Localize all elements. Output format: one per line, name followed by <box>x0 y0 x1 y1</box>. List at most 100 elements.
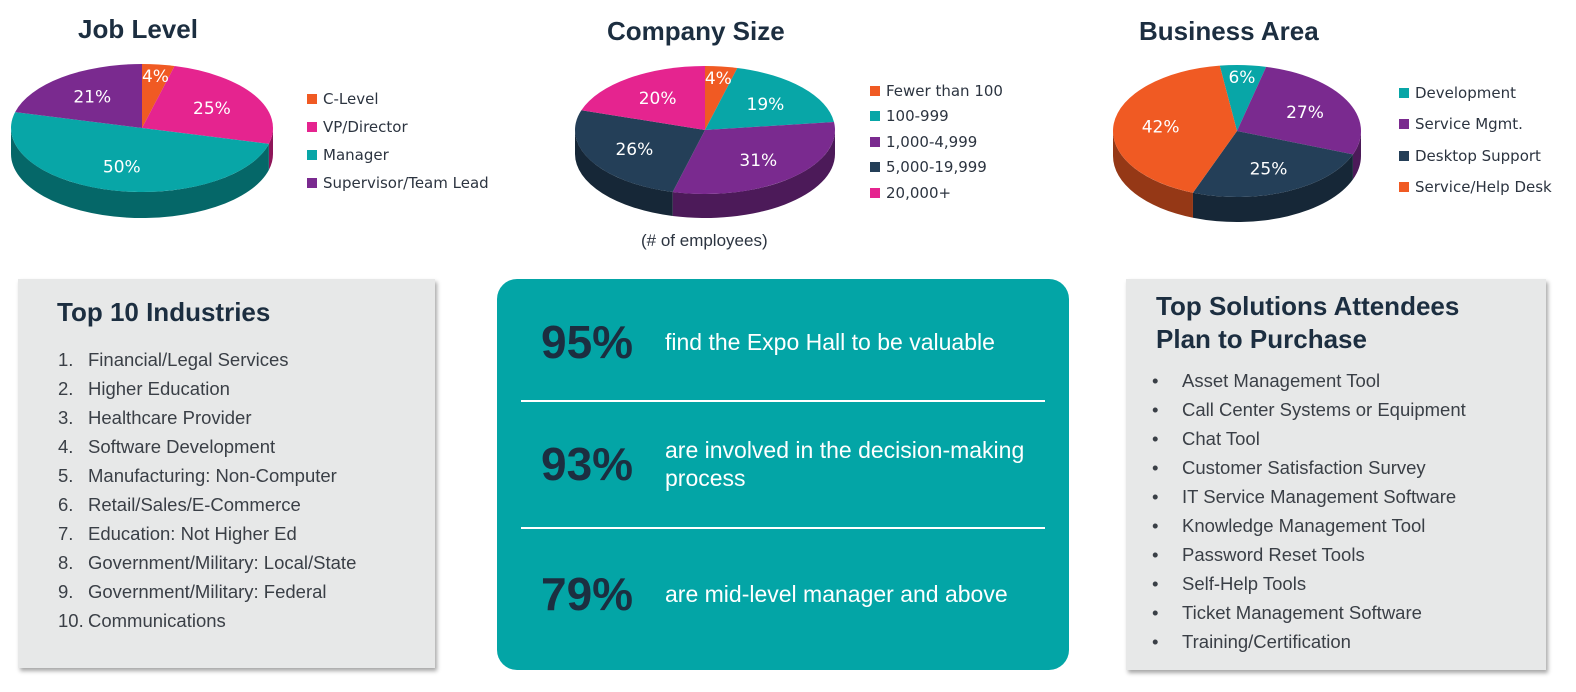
legend-label: Development <box>1415 83 1516 102</box>
legend-label: Supervisor/Team Lead <box>323 174 489 192</box>
pie-label-100-999: 19% <box>747 95 785 115</box>
legend-label: Service/Help Desk <box>1415 178 1552 197</box>
legend-item: 100-999 <box>870 104 1003 130</box>
list-item: 2. Higher Education <box>58 378 230 399</box>
pie-label-vp-director: 25% <box>193 99 231 119</box>
stat-text: are mid-level manager and above <box>665 581 1008 607</box>
stat-value: 93% <box>541 438 634 490</box>
legend-swatch <box>1399 87 1409 98</box>
stat-row: 93% are involved in the decision-making … <box>497 429 1069 499</box>
industries-panel: Top 10 Industries 1. Financial/Legal Serv… <box>18 279 435 668</box>
legend-swatch <box>307 150 317 160</box>
legend-item: 20,000+ <box>870 180 1003 206</box>
stat-value: 79% <box>541 568 634 620</box>
pie-slice-service-mgmt <box>1237 66 1361 155</box>
stat-text: find the Expo Hall to be valuable <box>665 329 995 355</box>
pie-slice-desktop-support <box>1192 131 1353 197</box>
legend-swatch <box>870 85 880 96</box>
pie-label-supervisor-team-lead: 21% <box>73 88 111 108</box>
legend-label: 20,000+ <box>886 183 952 202</box>
legend-swatch <box>870 136 880 147</box>
pie-slice-service-help-desk <box>1113 65 1237 193</box>
stat-value: 95% <box>541 316 634 368</box>
pie-slice-manager <box>10 112 269 192</box>
legend-label: Manager <box>323 146 389 164</box>
list-item: 5. Manufacturing: Non-Computer <box>58 465 337 486</box>
pie-slice-fewer-than-100 <box>705 66 738 130</box>
pie-label-20-000: 20% <box>639 89 677 109</box>
list-item: • IT Service Management Software <box>1152 486 1457 507</box>
list-item: • Customer Satisfaction Survey <box>1152 457 1426 478</box>
list-item: 7. Education: Not Higher Ed <box>58 523 297 544</box>
legend-item: Manager <box>307 141 489 169</box>
job-level-legend: C-Level VP/Director Manager Supervisor/Team… <box>307 85 489 197</box>
pie-side-desktop-support <box>1192 154 1353 222</box>
stat-divider <box>521 400 1045 402</box>
list-item: 10. Communications <box>58 610 226 631</box>
industries-list: 1. Financial/Legal Services 2. Higher Educ… <box>58 345 356 635</box>
job-level-pie: 4% 25% 50% 21% <box>10 64 273 219</box>
legend-label: 1,000-4,999 <box>886 132 978 151</box>
list-item: • Knowledge Management Tool <box>1152 515 1426 536</box>
legend-item: Supervisor/Team Lead <box>307 169 489 197</box>
legend-label: Fewer than 100 <box>886 81 1003 100</box>
list-item: 3. Healthcare Provider <box>58 407 252 428</box>
list-item: 9. Government/Military: Federal <box>58 581 327 602</box>
legend-swatch <box>307 94 317 104</box>
pie-side-1-000-4-999 <box>672 130 835 218</box>
pie-label-desktop-support: 25% <box>1250 159 1288 179</box>
industries-title: Top 10 Industries <box>57 297 271 327</box>
pie-label-service-help-desk: 42% <box>1142 117 1180 137</box>
solutions-list: • Asset Management Tool • Call Center Syst… <box>1152 366 1466 656</box>
legend-item: Desktop Support <box>1399 140 1552 172</box>
company-size-footnote: (# of employees) <box>641 231 768 250</box>
list-item: • Call Center Systems or Equipment <box>1152 399 1466 420</box>
pie-label-1-000-4-999: 31% <box>739 151 777 171</box>
pie-slice-development <box>1219 65 1267 131</box>
list-item: • Self-Help Tools <box>1152 573 1307 594</box>
legend-swatch <box>307 178 317 188</box>
legend-item: Development <box>1399 77 1552 109</box>
pie-slice-1-000-4-999 <box>672 121 836 195</box>
legend-item: VP/Director <box>307 113 489 141</box>
list-item: 8. Government/Military: Local/State <box>58 552 357 573</box>
pie-slice-5-000-19-999 <box>575 110 705 192</box>
job-level-title: Job Level <box>78 14 198 44</box>
pie-label-fewer-than-100: 4% <box>705 69 732 89</box>
legend-swatch <box>1399 150 1409 161</box>
pie-slice-20-000 <box>581 66 705 130</box>
pie-side-manager <box>11 128 269 219</box>
pie-slice-c-level <box>142 64 175 128</box>
legend-label: Service Mgmt. <box>1415 115 1523 134</box>
legend-label: Desktop Support <box>1415 146 1541 165</box>
business-area-title: Business Area <box>1139 16 1319 46</box>
pie-side-vp-director <box>268 128 273 170</box>
business-area-pie: 6% 27% 25% 42% <box>1113 65 1361 222</box>
legend-swatch <box>870 162 880 173</box>
legend-item: 5,000-19,999 <box>870 155 1003 181</box>
stat-row: 79% are mid-level manager and above <box>497 559 1069 629</box>
list-item: • Training/Certification <box>1152 631 1351 652</box>
company-size-legend: Fewer than 100 100-999 1,000-4,999 5,000-19… <box>870 78 1003 206</box>
pie-label-service-mgmt: 27% <box>1286 103 1324 123</box>
stat-text: are involved in the decision-making proc… <box>665 437 1025 491</box>
legend-item: 1,000-4,999 <box>870 129 1003 155</box>
list-item: 4. Software Development <box>58 436 276 457</box>
stat-row: 95% find the Expo Hall to be valuable <box>497 307 1069 377</box>
pie-label-5-000-19-999: 26% <box>615 140 653 160</box>
pie-label-manager: 50% <box>103 157 141 177</box>
legend-label: VP/Director <box>323 118 408 136</box>
legend-label: C-Level <box>323 90 379 108</box>
pie-label-c-level: 4% <box>142 67 169 87</box>
company-size-title: Company Size <box>607 16 785 46</box>
pie-side-service-mgmt <box>1352 131 1361 180</box>
pie-slice-100-999 <box>705 68 834 130</box>
legend-swatch <box>307 122 317 132</box>
legend-swatch <box>1399 119 1409 130</box>
pie-label-development: 6% <box>1228 68 1255 88</box>
stats-box: 95% find the Expo Hall to be valuable 93… <box>497 279 1069 670</box>
legend-label: 100-999 <box>886 107 949 126</box>
list-item: • Password Reset Tools <box>1152 544 1365 565</box>
legend-item: C-Level <box>307 85 489 113</box>
legend-swatch <box>870 187 880 198</box>
